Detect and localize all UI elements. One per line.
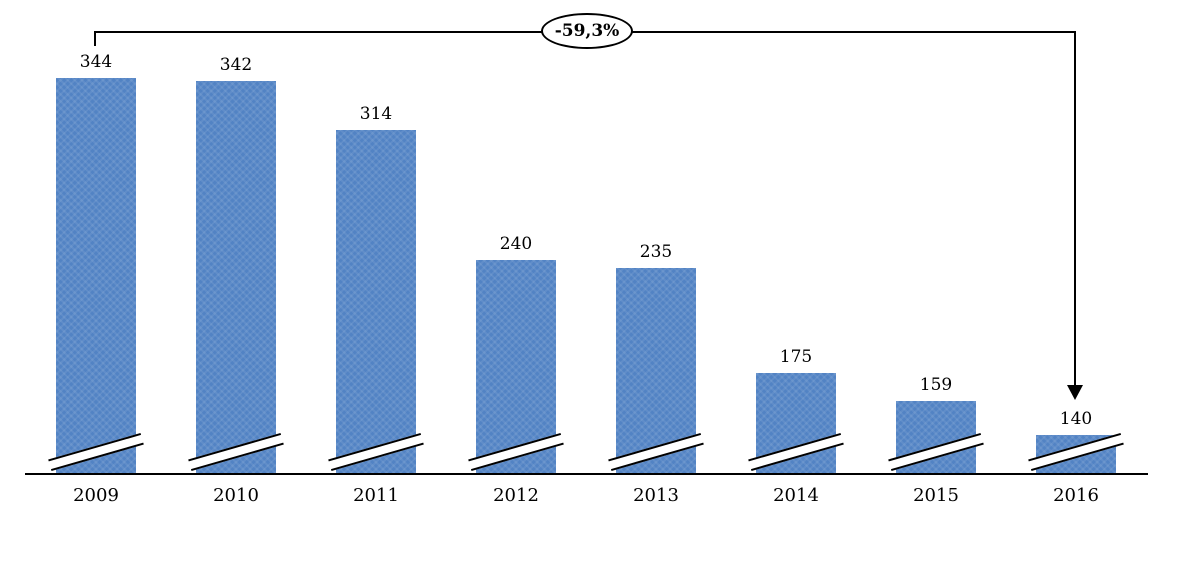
bar-value-label: 342 — [219, 55, 253, 75]
bar-2011 — [336, 130, 416, 473]
x-axis-tick-label: 2013 — [633, 485, 679, 506]
bar-value-label: 314 — [359, 104, 393, 124]
bar-value-label: 344 — [79, 51, 113, 72]
bar-value-label: 140 — [1059, 408, 1093, 429]
change-percent-label: -59,3% — [554, 21, 620, 41]
change-percent-badge: -59,3% — [541, 13, 633, 49]
annotation-arrow-head — [1067, 385, 1083, 400]
bar-value-label: 175 — [779, 347, 813, 368]
x-axis-tick-label: 2015 — [913, 485, 959, 506]
annotation-arrow-line — [1074, 31, 1076, 386]
x-axis-tick-label: 2014 — [773, 485, 819, 506]
annotation-bracket-left-tick — [94, 31, 96, 46]
x-axis-tick-label: 2011 — [353, 485, 399, 506]
bar-2010 — [196, 81, 276, 473]
bar-2009 — [56, 77, 136, 473]
x-axis-line — [25, 473, 1148, 475]
bar-2012 — [476, 259, 556, 473]
x-axis-tick-label: 2009 — [73, 485, 119, 506]
x-axis-tick-label: 2016 — [1053, 485, 1099, 506]
bar-value-label: 235 — [639, 242, 673, 263]
x-axis-tick-label: 2012 — [493, 485, 539, 506]
x-axis-tick-label: 2010 — [213, 485, 259, 506]
bar-value-label: 159 — [919, 375, 953, 396]
bar-value-label: 240 — [499, 233, 533, 254]
